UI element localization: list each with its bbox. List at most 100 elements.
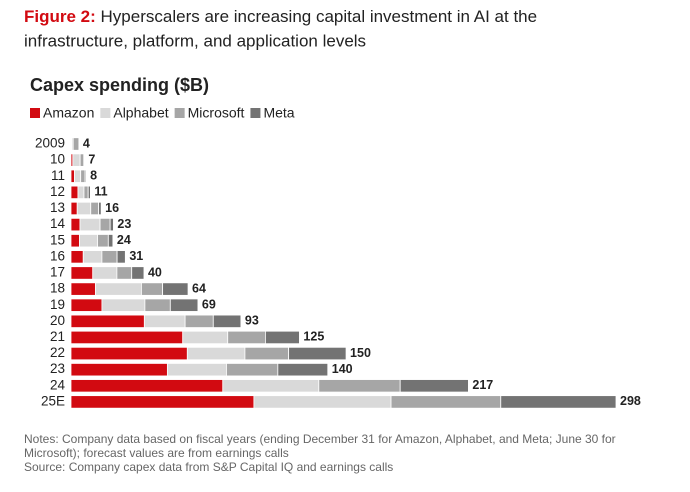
total-label: 93	[245, 314, 259, 328]
figure-label: Figure 2:	[24, 7, 96, 26]
total-label: 16	[105, 201, 119, 215]
category-label: 23	[50, 361, 65, 376]
bar-segment	[70, 234, 80, 248]
bar-segment	[109, 217, 114, 232]
bar-segment	[116, 250, 126, 264]
bar-segment	[99, 217, 111, 232]
bar-segment	[97, 234, 109, 248]
bar-segment	[143, 314, 186, 328]
bar-segment	[186, 346, 246, 361]
total-label: 125	[303, 330, 324, 344]
bar-segment	[162, 282, 189, 296]
bar-segment	[70, 169, 75, 183]
bar-segment	[70, 201, 78, 216]
title: Figure 2: Hyperscalers are increasing ca…	[24, 7, 537, 26]
category-label: 14	[50, 216, 66, 231]
bar-segment	[131, 266, 145, 280]
category-label: 11	[51, 168, 65, 183]
note: Notes: Company data based on fiscal year…	[24, 432, 616, 446]
bar-segment	[70, 395, 255, 409]
bar-segment	[70, 346, 188, 361]
category-label: 22	[50, 345, 65, 360]
bar-segment	[116, 266, 133, 280]
bar-segment	[227, 330, 266, 345]
bar-segment	[265, 330, 300, 345]
bar-segment	[79, 234, 98, 248]
bar-segment	[70, 330, 184, 345]
bar-segment	[500, 395, 617, 409]
total-label: 31	[129, 249, 143, 263]
bar-segment	[222, 379, 320, 393]
category-label: 16	[50, 248, 65, 263]
total-label: 150	[350, 346, 371, 360]
total-label: 69	[202, 297, 216, 311]
bar-segment	[82, 250, 103, 264]
source: Source: Company capex data from S&P Capi…	[24, 460, 393, 474]
total-label: 8	[90, 169, 97, 183]
bar-segment	[70, 185, 79, 200]
category-label: 20	[50, 313, 65, 328]
legend-swatch	[174, 108, 185, 118]
bar-segment	[141, 282, 164, 296]
bar-segment	[70, 217, 81, 232]
total-label: 23	[117, 217, 131, 231]
legend-label: Amazon	[43, 105, 94, 121]
total-label: 40	[148, 265, 162, 279]
subtitle: Capex spending ($B)	[30, 75, 209, 95]
bar-segment	[101, 250, 118, 264]
bar-segment	[76, 201, 92, 216]
total-label: 298	[620, 394, 641, 408]
bar-segment	[98, 201, 102, 216]
bar-segment	[70, 266, 94, 280]
bar-segment	[74, 169, 82, 183]
total-label: 7	[88, 152, 95, 166]
bar-segment	[226, 363, 279, 377]
legend-swatch	[100, 108, 111, 118]
category-label: 12	[50, 184, 65, 199]
bar-segment	[70, 314, 145, 328]
total-label: 217	[472, 378, 493, 392]
bar-segment	[166, 363, 227, 377]
category-label: 17	[50, 265, 65, 280]
legend-label: Meta	[263, 105, 294, 121]
bar-segment	[70, 379, 224, 393]
total-label: 140	[332, 362, 353, 376]
category-label: 25E	[41, 393, 65, 408]
bar-segment	[95, 282, 142, 296]
category-label: 19	[50, 297, 65, 312]
bar-segment	[87, 185, 91, 200]
bar-segment	[277, 363, 329, 377]
bar-segment	[72, 137, 80, 151]
legend-label: Alphabet	[113, 105, 168, 121]
total-label: 11	[94, 185, 107, 199]
bar-segment	[390, 395, 502, 409]
bar-segment	[79, 153, 85, 167]
bar-segment	[80, 169, 86, 183]
bar-segment	[79, 217, 101, 232]
bar-segment	[83, 185, 89, 200]
bar-segment	[182, 330, 229, 345]
bar-segment	[318, 379, 401, 393]
category-label: 24	[50, 377, 66, 392]
legend-swatch	[30, 108, 40, 118]
legend-label: Microsoft	[188, 105, 245, 121]
total-label: 64	[192, 281, 206, 295]
bar-segment	[70, 363, 168, 377]
bar-segment	[70, 298, 103, 312]
legend-swatch	[250, 108, 261, 118]
bar-segment	[84, 169, 87, 183]
bar-segment	[92, 266, 118, 280]
note: Microsoft); forecast values are from ear…	[24, 446, 289, 460]
title-line: infrastructure, platform, and applicatio…	[24, 31, 366, 50]
bar-segment	[253, 395, 392, 409]
total-label: 4	[83, 136, 90, 150]
total-label: 24	[117, 233, 131, 247]
category-label: 13	[50, 200, 65, 215]
bar-segment	[77, 185, 85, 200]
bar-segment	[212, 314, 242, 328]
bar-segment	[90, 201, 100, 216]
title-line: Hyperscalers are increasing capital inve…	[101, 7, 538, 26]
category-label: 15	[50, 232, 65, 247]
bar-segment	[288, 346, 347, 361]
